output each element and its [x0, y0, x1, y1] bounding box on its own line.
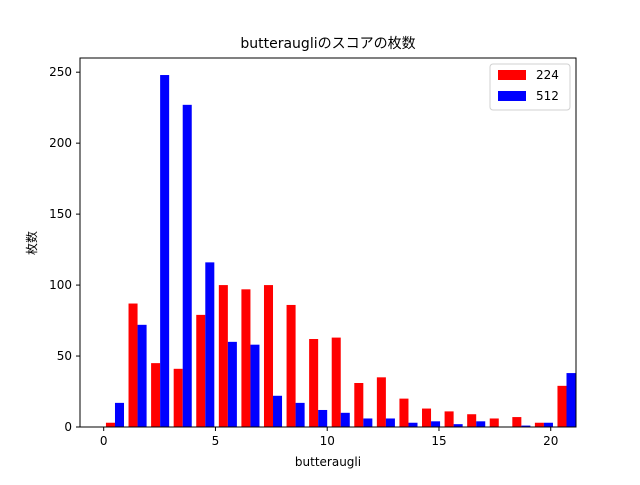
x-tick-label-0: 0 — [100, 434, 108, 448]
bar-224-11 — [354, 383, 364, 427]
bar-512-2 — [160, 75, 170, 427]
legend-label-512: 512 — [536, 89, 559, 103]
y-tick-label-4: 200 — [49, 136, 72, 150]
bar-512-4 — [205, 262, 215, 427]
bar-512-8 — [295, 402, 305, 427]
legend: 224 512 — [489, 63, 571, 111]
x-tick-label-2: 10 — [320, 434, 335, 448]
legend-swatch-224 — [498, 70, 526, 80]
bar-512-0 — [114, 402, 125, 427]
bar-512-20 — [566, 373, 576, 427]
bar-512-13 — [408, 422, 418, 427]
x-tick-label-4: 20 — [543, 434, 558, 448]
y-tick-label-5: 250 — [49, 65, 72, 79]
bar-224-4 — [196, 314, 206, 427]
legend-label-224: 224 — [536, 68, 559, 82]
bar-224-2 — [151, 363, 161, 427]
bar-512-11 — [363, 418, 373, 427]
bar-512-6 — [250, 344, 260, 427]
bar-224-17 — [489, 418, 499, 427]
bar-224-3 — [173, 368, 183, 427]
bar-224-20 — [557, 385, 567, 427]
bar-512-10 — [340, 412, 350, 427]
bars-layer — [105, 75, 576, 427]
bar-224-16 — [467, 414, 477, 427]
y-tick-label-0: 0 — [64, 420, 72, 434]
y-tick-label-3: 150 — [49, 207, 72, 221]
x-axis-label: butteraugli — [295, 455, 361, 469]
bar-512-16 — [476, 421, 486, 427]
bar-224-5 — [218, 285, 228, 427]
bar-224-0 — [105, 422, 115, 427]
bar-512-19 — [543, 422, 553, 427]
plot-frame — [79, 57, 577, 428]
bar-512-7 — [273, 395, 283, 427]
bar-512-18 — [521, 425, 531, 427]
bar-512-12 — [385, 418, 395, 427]
chart-title: butteraugliのスコアの枚数 — [240, 36, 415, 52]
bar-224-6 — [241, 289, 251, 427]
bar-224-18 — [512, 417, 522, 427]
bar-224-8 — [286, 304, 296, 427]
y-axis-label: 枚数 — [24, 231, 39, 255]
y-tick-label-2: 100 — [49, 278, 72, 292]
bar-224-14 — [422, 408, 432, 427]
bar-512-14 — [431, 421, 441, 427]
bar-224-7 — [263, 285, 274, 427]
bar-224-15 — [444, 411, 454, 427]
bar-512-15 — [453, 424, 463, 427]
bar-224-12 — [376, 377, 386, 427]
bar-512-9 — [318, 409, 328, 427]
bar-224-1 — [128, 303, 138, 427]
bar-224-9 — [309, 339, 319, 427]
bar-224-19 — [534, 422, 544, 427]
x-tick-label-3: 15 — [431, 434, 446, 448]
y-tick-label-1: 50 — [57, 349, 72, 363]
bar-224-10 — [331, 337, 341, 427]
x-tick-label-1: 5 — [212, 434, 220, 448]
bar-512-3 — [182, 104, 192, 427]
bar-224-13 — [399, 398, 409, 427]
bar-512-1 — [137, 324, 147, 427]
bar-512-5 — [227, 341, 237, 427]
legend-swatch-512 — [498, 91, 526, 101]
